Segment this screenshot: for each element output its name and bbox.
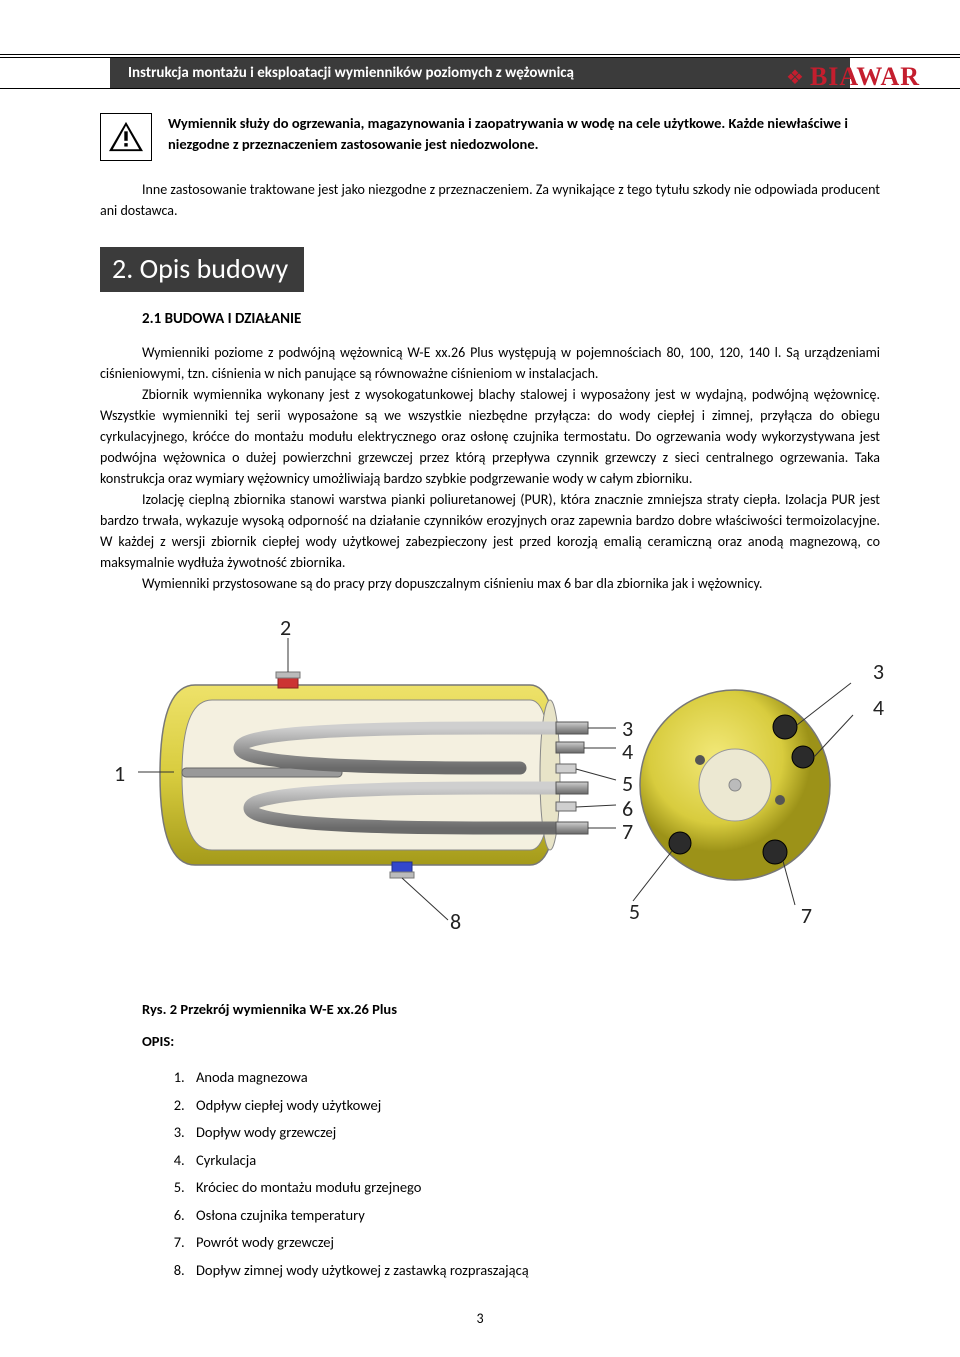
callout-2: 2 (280, 614, 291, 641)
figure-cutaway (100, 630, 660, 930)
paragraph-2: Zbiornik wymiennika wykonany jest z wyso… (100, 384, 880, 489)
figure-2: 1 2 3 4 5 6 7 8 (100, 630, 880, 930)
legend-item: Dopływ wody grzewczej (188, 1119, 880, 1147)
legend-heading: OPIS: (142, 1032, 880, 1050)
brand-logo: ❖ BIAWAR (786, 62, 920, 92)
subsection-heading: 2.1 BUDOWA I DZIAŁANIE (142, 310, 880, 328)
legend-item: Odpływ ciepłej wody użytkowej (188, 1092, 880, 1120)
legend-item: Anoda magnezowa (188, 1064, 880, 1092)
page-number: 3 (0, 1310, 960, 1327)
legend-list: Anoda magnezowa Odpływ ciepłej wody użyt… (188, 1064, 880, 1284)
warning-text: Wymiennik służy do ogrzewania, magazynow… (168, 113, 880, 155)
section-number: 2. (112, 251, 133, 286)
section-heading: 2. Opis budowy (100, 247, 304, 292)
legend-item: Króciec do montażu modułu grzejnego (188, 1174, 880, 1202)
warning-icon (100, 113, 152, 161)
callout-r7: 7 (801, 902, 812, 929)
legend-item: Osłona czujnika temperatury (188, 1202, 880, 1230)
callout-1: 1 (114, 760, 125, 787)
brand-diamond-icon: ❖ (786, 65, 804, 90)
callout-r4: 4 (873, 694, 884, 721)
callout-r3: 3 (873, 658, 884, 685)
legend-item: Powrót wody grzewczej (188, 1229, 880, 1257)
brand-name: BIAWAR (810, 62, 920, 92)
figure-caption: Rys. 2 Przekrój wymiennika W-E xx.26 Plu… (142, 1000, 880, 1018)
paragraph-4: Wymienniki przystosowane są do pracy prz… (100, 573, 880, 594)
figure-frontview (625, 655, 870, 915)
paragraph-1: Wymienniki poziome z podwójną wężownicą … (100, 342, 880, 384)
legend-item: Cyrkulacja (188, 1147, 880, 1175)
document-header: Instrukcja montażu i eksploatacji wymien… (110, 58, 850, 88)
disclaimer-text: Inne zastosowanie traktowane jest jako n… (100, 179, 880, 221)
section-title-text: Opis budowy (140, 251, 289, 286)
warning-box: Wymiennik służy do ogrzewania, magazynow… (100, 113, 880, 161)
callout-8: 8 (450, 908, 461, 935)
paragraph-3: Izolację cieplną zbiornika stanowi warst… (100, 489, 880, 573)
callout-r5: 5 (629, 898, 640, 925)
